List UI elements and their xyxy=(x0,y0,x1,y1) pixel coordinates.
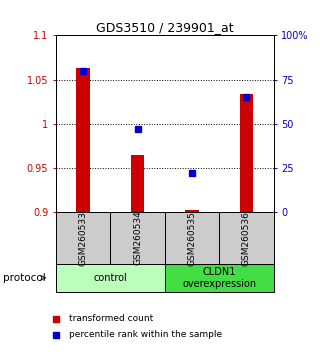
Bar xyxy=(185,210,199,212)
Text: CLDN1
overexpression: CLDN1 overexpression xyxy=(182,267,256,289)
Text: control: control xyxy=(93,273,127,283)
Title: GDS3510 / 239901_at: GDS3510 / 239901_at xyxy=(96,21,234,34)
Text: GSM260534: GSM260534 xyxy=(133,211,142,266)
Bar xyxy=(76,68,90,212)
Bar xyxy=(131,155,144,212)
Text: percentile rank within the sample: percentile rank within the sample xyxy=(69,330,222,339)
Text: transformed count: transformed count xyxy=(69,314,153,323)
Text: GSM260535: GSM260535 xyxy=(188,211,196,266)
Text: GSM260536: GSM260536 xyxy=(242,211,251,266)
Bar xyxy=(240,94,253,212)
Text: protocol: protocol xyxy=(3,273,46,283)
Text: GSM260533: GSM260533 xyxy=(79,211,88,266)
